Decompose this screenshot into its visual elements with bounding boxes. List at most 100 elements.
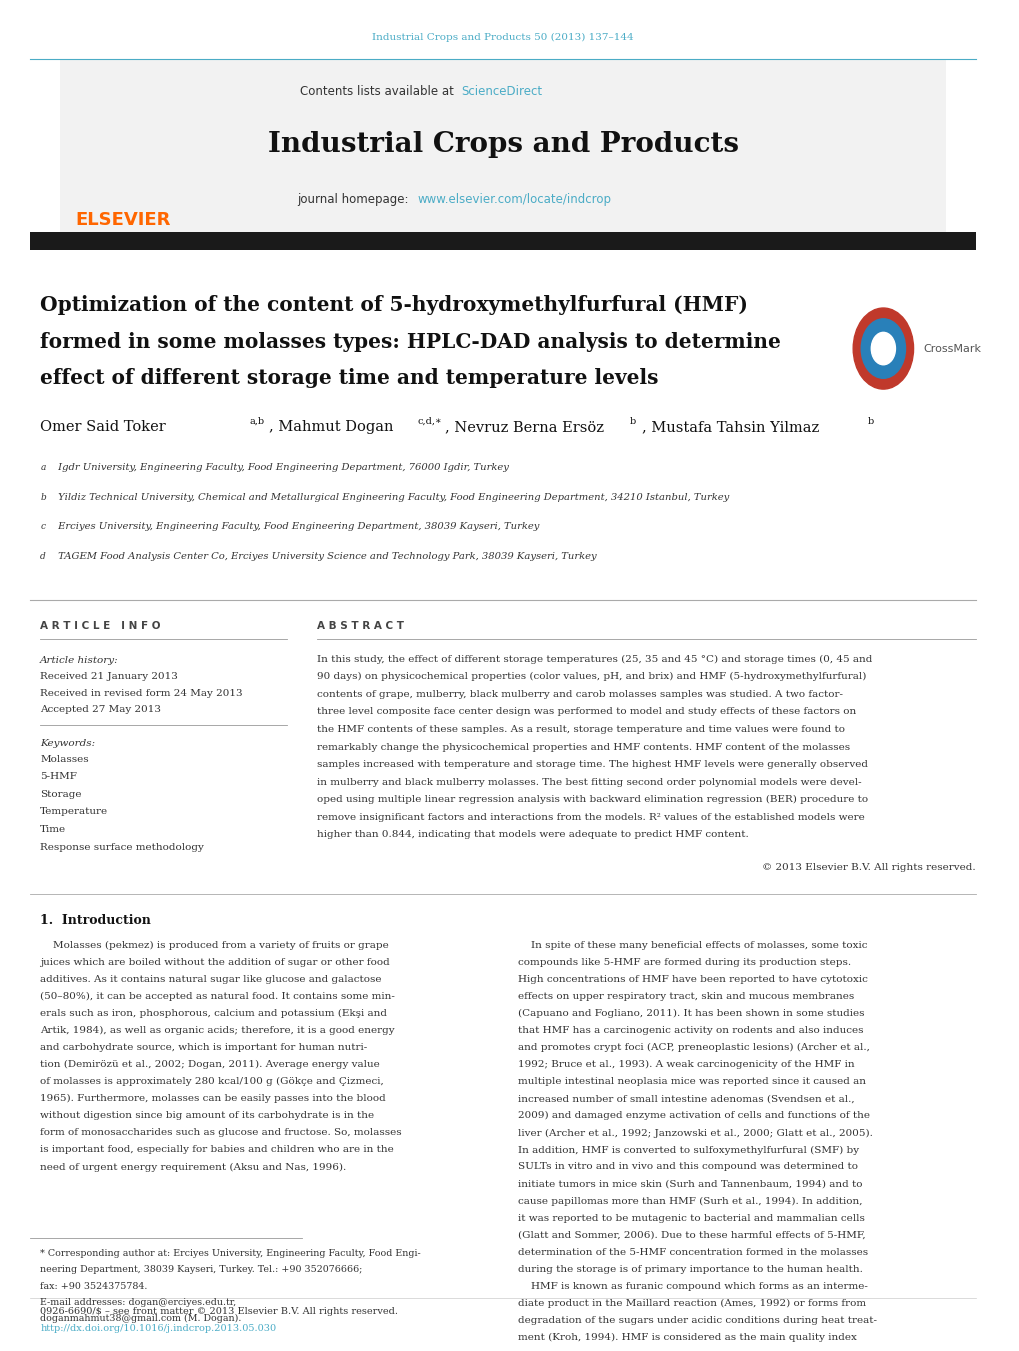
Text: , Mahmut Dogan: , Mahmut Dogan — [268, 420, 392, 434]
Text: www.elsevier.com/locate/indcrop: www.elsevier.com/locate/indcrop — [417, 193, 611, 207]
Text: TAGEM Food Analysis Center Co, Erciyes University Science and Technology Park, 3: TAGEM Food Analysis Center Co, Erciyes U… — [55, 553, 596, 561]
Text: Molasses (pekmez) is produced from a variety of fruits or grape: Molasses (pekmez) is produced from a var… — [40, 942, 388, 950]
Text: additives. As it contains natural sugar like glucose and galactose: additives. As it contains natural sugar … — [40, 975, 381, 985]
Text: Omer Said Toker: Omer Said Toker — [40, 420, 166, 434]
Text: neering Department, 38039 Kayseri, Turkey. Tel.: +90 352076666;: neering Department, 38039 Kayseri, Turke… — [40, 1266, 363, 1274]
Text: Storage: Storage — [40, 790, 82, 798]
Text: doganmahmut38@gmail.com (M. Dogan).: doganmahmut38@gmail.com (M. Dogan). — [40, 1315, 242, 1323]
Text: a: a — [40, 463, 46, 471]
Text: Time: Time — [40, 825, 66, 834]
Text: the HMF contents of these samples. As a result, storage temperature and time val: the HMF contents of these samples. As a … — [317, 725, 844, 734]
Text: Accepted 27 May 2013: Accepted 27 May 2013 — [40, 705, 161, 713]
Text: higher than 0.844, indicating that models were adequate to predict HMF content.: higher than 0.844, indicating that model… — [317, 831, 748, 839]
Text: (Capuano and Fogliano, 2011). It has been shown in some studies: (Capuano and Fogliano, 2011). It has bee… — [518, 1009, 864, 1019]
Text: Received 21 January 2013: Received 21 January 2013 — [40, 673, 178, 681]
Text: http://dx.doi.org/10.1016/j.indcrop.2013.05.030: http://dx.doi.org/10.1016/j.indcrop.2013… — [40, 1324, 276, 1332]
Text: multiple intestinal neoplasia mice was reported since it caused an: multiple intestinal neoplasia mice was r… — [518, 1077, 865, 1086]
FancyBboxPatch shape — [31, 232, 975, 250]
Text: 0926-6690/$ – see front matter © 2013 Elsevier B.V. All rights reserved.: 0926-6690/$ – see front matter © 2013 El… — [40, 1308, 397, 1316]
Text: increased number of small intestine adenomas (Svendsen et al.,: increased number of small intestine aden… — [518, 1094, 854, 1104]
Text: of molasses is approximately 280 kcal/100 g (Gökçe and Çizmeci,: of molasses is approximately 280 kcal/10… — [40, 1077, 383, 1086]
Text: formed in some molasses types: HPLC-DAD analysis to determine: formed in some molasses types: HPLC-DAD … — [40, 332, 781, 351]
Text: diate product in the Maillard reaction (Ames, 1992) or forms from: diate product in the Maillard reaction (… — [518, 1298, 865, 1308]
Text: , Nevruz Berna Ersöz: , Nevruz Berna Ersöz — [444, 420, 603, 434]
Text: form of monosaccharides such as glucose and fructose. So, molasses: form of monosaccharides such as glucose … — [40, 1128, 401, 1138]
Text: Artik, 1984), as well as organic acids; therefore, it is a good energy: Artik, 1984), as well as organic acids; … — [40, 1027, 394, 1035]
Text: erals such as iron, phosphorous, calcium and potassium (Ekşi and: erals such as iron, phosphorous, calcium… — [40, 1009, 387, 1019]
Text: Response surface methodology: Response surface methodology — [40, 843, 204, 851]
Text: E-mail addresses: dogan@erciyes.edu.tr,: E-mail addresses: dogan@erciyes.edu.tr, — [40, 1298, 236, 1306]
Text: liver (Archer et al., 1992; Janzowski et al., 2000; Glatt et al., 2005).: liver (Archer et al., 1992; Janzowski et… — [518, 1128, 872, 1138]
Text: c,d,∗: c,d,∗ — [417, 417, 441, 426]
Text: compounds like 5-HMF are formed during its production steps.: compounds like 5-HMF are formed during i… — [518, 958, 851, 967]
FancyBboxPatch shape — [60, 59, 945, 240]
Text: 90 days) on physicochemical properties (color values, pH, and brix) and HMF (5-h: 90 days) on physicochemical properties (… — [317, 673, 865, 681]
Text: fax: +90 3524375784.: fax: +90 3524375784. — [40, 1282, 148, 1290]
Text: © 2013 Elsevier B.V. All rights reserved.: © 2013 Elsevier B.V. All rights reserved… — [761, 863, 975, 871]
Text: contents of grape, mulberry, black mulberry and carob molasses samples was studi: contents of grape, mulberry, black mulbe… — [317, 690, 842, 698]
Text: degradation of the sugars under acidic conditions during heat treat-: degradation of the sugars under acidic c… — [518, 1316, 876, 1325]
Text: HMF is known as furanic compound which forms as an interme-: HMF is known as furanic compound which f… — [518, 1282, 867, 1290]
Text: 1965). Furthermore, molasses can be easily passes into the blood: 1965). Furthermore, molasses can be easi… — [40, 1094, 385, 1104]
Text: ment (Kroh, 1994). HMF is considered as the main quality index: ment (Kroh, 1994). HMF is considered as … — [518, 1332, 856, 1342]
Text: b: b — [629, 417, 636, 426]
Text: * Corresponding author at: Erciyes University, Engineering Faculty, Food Engi-: * Corresponding author at: Erciyes Unive… — [40, 1250, 421, 1258]
Text: Industrial Crops and Products: Industrial Crops and Products — [267, 131, 738, 158]
Text: ScienceDirect: ScienceDirect — [461, 85, 541, 99]
Text: Molasses: Molasses — [40, 755, 89, 763]
Text: CrossMark: CrossMark — [923, 343, 980, 354]
Text: it was reported to be mutagenic to bacterial and mammalian cells: it was reported to be mutagenic to bacte… — [518, 1213, 864, 1223]
Text: Article history:: Article history: — [40, 657, 119, 665]
Text: Optimization of the content of 5-hydroxymethylfurfural (HMF): Optimization of the content of 5-hydroxy… — [40, 296, 747, 315]
Text: juices which are boiled without the addition of sugar or other food: juices which are boiled without the addi… — [40, 958, 389, 967]
Text: , Mustafa Tahsin Yilmaz: , Mustafa Tahsin Yilmaz — [641, 420, 818, 434]
Text: three level composite face center design was performed to model and study effect: three level composite face center design… — [317, 708, 855, 716]
Text: A B S T R A C T: A B S T R A C T — [317, 620, 404, 631]
Text: SULTs in vitro and in vivo and this compound was determined to: SULTs in vitro and in vivo and this comp… — [518, 1162, 857, 1171]
Text: In this study, the effect of different storage temperatures (25, 35 and 45 °C) a: In this study, the effect of different s… — [317, 655, 871, 663]
Text: A R T I C L E   I N F O: A R T I C L E I N F O — [40, 620, 161, 631]
Text: 1992; Bruce et al., 1993). A weak carcinogenicity of the HMF in: 1992; Bruce et al., 1993). A weak carcin… — [518, 1061, 854, 1070]
Text: d: d — [40, 553, 46, 561]
Text: effect of different storage time and temperature levels: effect of different storage time and tem… — [40, 369, 658, 388]
Text: Igdr University, Engineering Faculty, Food Engineering Department, 76000 Igdir, : Igdr University, Engineering Faculty, Fo… — [55, 463, 508, 471]
Text: effects on upper respiratory tract, skin and mucous membranes: effects on upper respiratory tract, skin… — [518, 992, 854, 1001]
Text: ELSEVIER: ELSEVIER — [75, 211, 170, 230]
Text: b: b — [40, 493, 46, 501]
Text: Industrial Crops and Products 50 (2013) 137–144: Industrial Crops and Products 50 (2013) … — [372, 34, 633, 42]
Text: determination of the 5-HMF concentration formed in the molasses: determination of the 5-HMF concentration… — [518, 1247, 867, 1256]
Text: tion (Demirözü et al., 2002; Dogan, 2011). Average energy value: tion (Demirözü et al., 2002; Dogan, 2011… — [40, 1061, 380, 1070]
Text: 1.  Introduction: 1. Introduction — [40, 913, 151, 927]
Text: samples increased with temperature and storage time. The highest HMF levels were: samples increased with temperature and s… — [317, 761, 867, 769]
Text: High concentrations of HMF have been reported to have cytotoxic: High concentrations of HMF have been rep… — [518, 975, 867, 985]
Text: Keywords:: Keywords: — [40, 739, 95, 747]
Text: (Glatt and Sommer, 2006). Due to these harmful effects of 5-HMF,: (Glatt and Sommer, 2006). Due to these h… — [518, 1231, 865, 1240]
Circle shape — [860, 319, 905, 378]
Text: Erciyes University, Engineering Faculty, Food Engineering Department, 38039 Kays: Erciyes University, Engineering Faculty,… — [55, 523, 539, 531]
Text: 5-HMF: 5-HMF — [40, 773, 77, 781]
Text: a,b: a,b — [250, 417, 264, 426]
Text: without digestion since big amount of its carbohydrate is in the: without digestion since big amount of it… — [40, 1112, 374, 1120]
Text: that HMF has a carcinogenic activity on rodents and also induces: that HMF has a carcinogenic activity on … — [518, 1027, 863, 1035]
Text: (50–80%), it can be accepted as natural food. It contains some min-: (50–80%), it can be accepted as natural … — [40, 992, 394, 1001]
Text: during the storage is of primary importance to the human health.: during the storage is of primary importa… — [518, 1265, 862, 1274]
Text: c: c — [40, 523, 45, 531]
Text: in mulberry and black mulberry molasses. The best fitting second order polynomia: in mulberry and black mulberry molasses.… — [317, 778, 861, 786]
Circle shape — [870, 332, 895, 365]
Text: need of urgent energy requirement (Aksu and Nas, 1996).: need of urgent energy requirement (Aksu … — [40, 1162, 346, 1171]
Text: initiate tumors in mice skin (Surh and Tannenbaum, 1994) and to: initiate tumors in mice skin (Surh and T… — [518, 1179, 862, 1189]
Text: cause papillomas more than HMF (Surh et al., 1994). In addition,: cause papillomas more than HMF (Surh et … — [518, 1197, 862, 1205]
Text: Contents lists available at: Contents lists available at — [300, 85, 458, 99]
Circle shape — [852, 308, 913, 389]
Text: remarkably change the physicochemical properties and HMF contents. HMF content o: remarkably change the physicochemical pr… — [317, 743, 849, 751]
Text: Received in revised form 24 May 2013: Received in revised form 24 May 2013 — [40, 689, 243, 697]
Text: Yildiz Technical University, Chemical and Metallurgical Engineering Faculty, Foo: Yildiz Technical University, Chemical an… — [55, 493, 729, 501]
Text: In addition, HMF is converted to sulfoxymethylfurfural (SMF) by: In addition, HMF is converted to sulfoxy… — [518, 1146, 858, 1155]
Text: and promotes crypt foci (ACP, preneoplastic lesions) (Archer et al.,: and promotes crypt foci (ACP, preneoplas… — [518, 1043, 869, 1052]
Text: Temperature: Temperature — [40, 808, 108, 816]
Text: oped using multiple linear regression analysis with backward elimination regress: oped using multiple linear regression an… — [317, 796, 867, 804]
Text: remove insignificant factors and interactions from the models. R² values of the : remove insignificant factors and interac… — [317, 813, 864, 821]
Text: journal homepage:: journal homepage: — [297, 193, 412, 207]
Text: and carbohydrate source, which is important for human nutri-: and carbohydrate source, which is import… — [40, 1043, 367, 1052]
Text: b: b — [866, 417, 872, 426]
